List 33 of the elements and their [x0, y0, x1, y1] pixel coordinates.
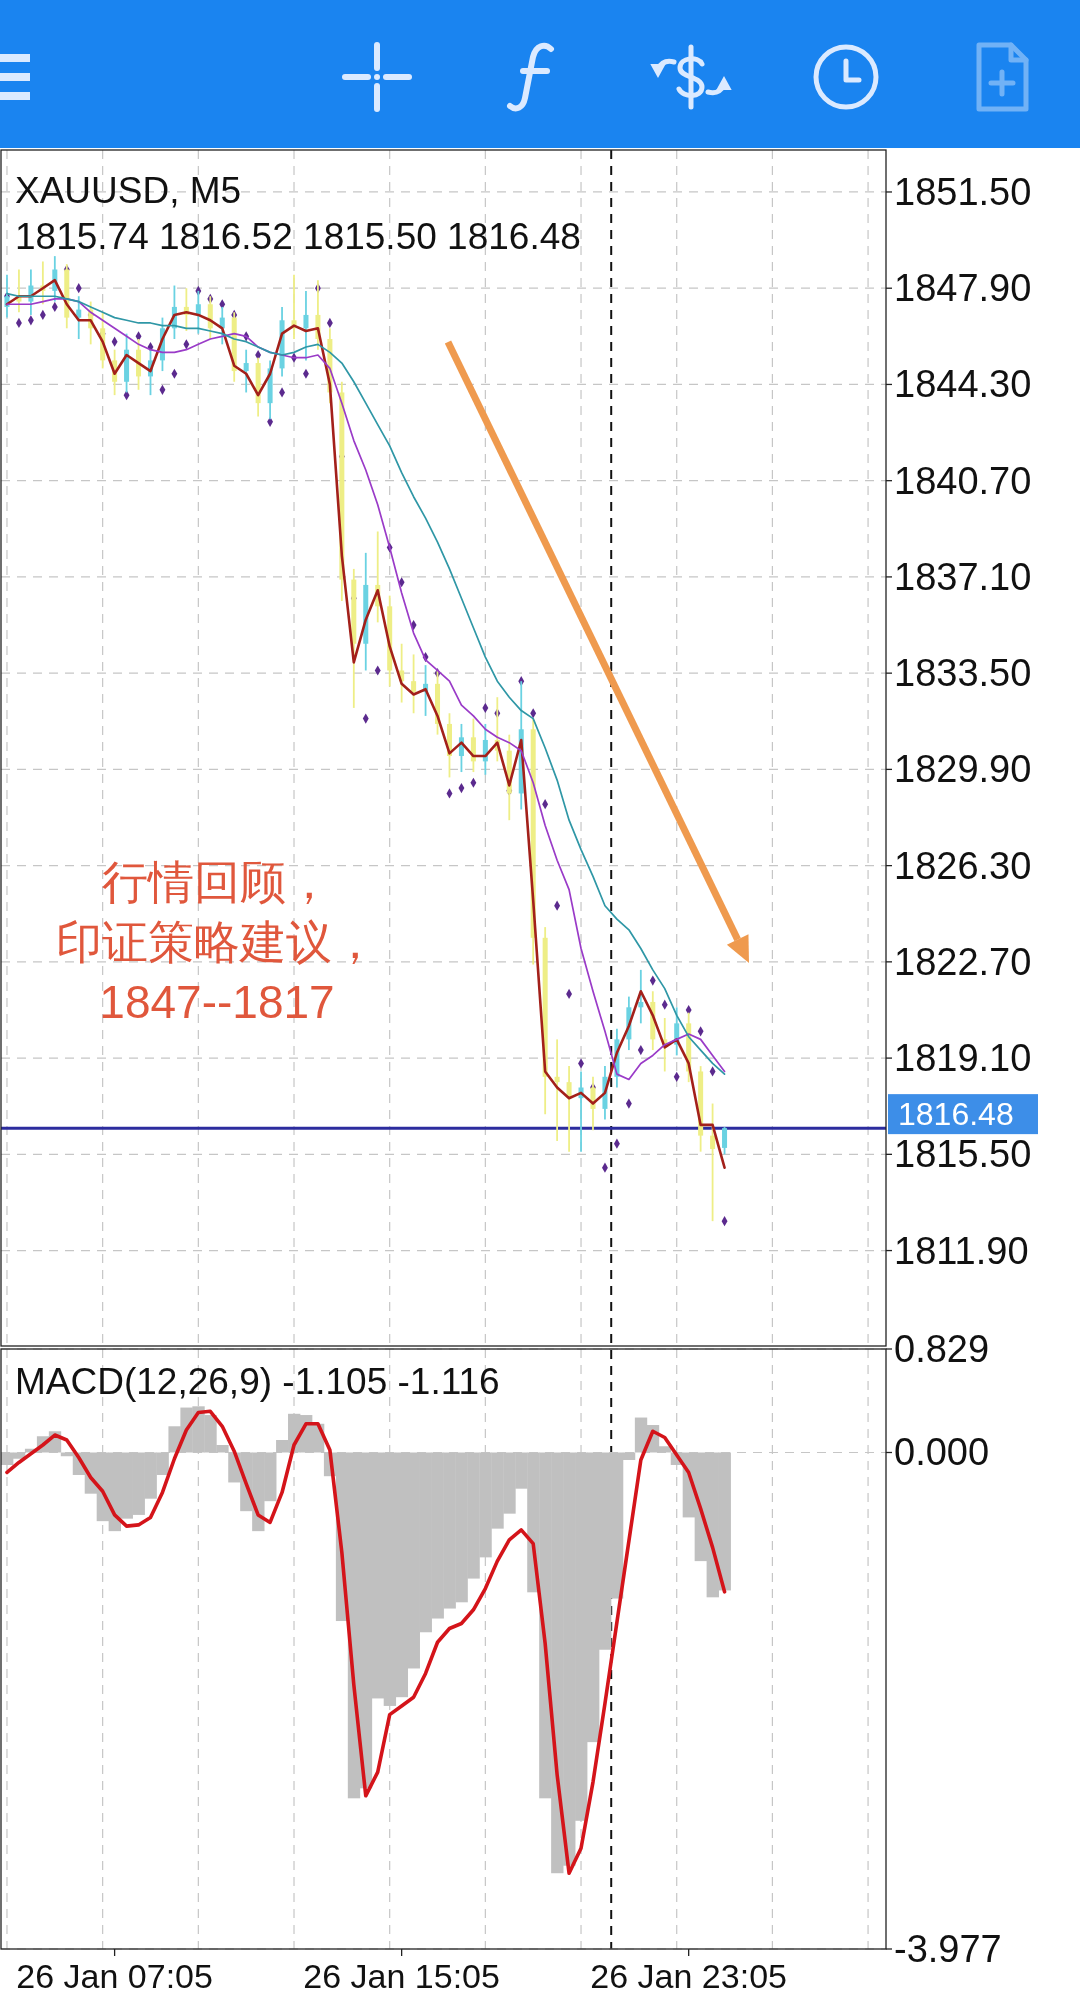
candlestick: [411, 653, 417, 715]
y-tick-label: 1837.10: [894, 555, 1032, 598]
candlestick: [722, 1126, 728, 1156]
y-tick-label: 1822.70: [894, 940, 1032, 983]
y-tick-label: 1844.30: [894, 363, 1032, 406]
line-series: [5, 1409, 727, 1876]
y-tick-label: 1811.90: [894, 1229, 1029, 1272]
y-tick-label: 1833.50: [894, 652, 1032, 695]
y-tick-label: 1840.70: [894, 459, 1032, 502]
annotation: 行情回顾，: [102, 856, 332, 908]
candlestick: [554, 1038, 560, 1142]
y-tick-label: 1815.50: [894, 1133, 1032, 1176]
annotation: 1847--1817: [99, 976, 335, 1028]
y-tick-label: -3.977: [894, 1928, 1002, 1970]
text: 1815.74 1816.52 1815.50 1816.48: [15, 216, 581, 257]
y-tick-label: 0.000: [894, 1431, 990, 1474]
candlestick: [243, 348, 249, 394]
y-tick-label: 1829.90: [894, 748, 1032, 791]
text: XAUUSD, M5: [15, 170, 242, 211]
annotation: 印证策略建议，: [56, 916, 378, 968]
x-tick-label: 26 Jan 07:05: [16, 1957, 213, 1995]
y-tick-label: 0.829: [894, 1328, 990, 1370]
y-tick-label: 1819.10: [894, 1037, 1032, 1080]
chart-title: MACD(12,26,9) -1.105 -1.116: [15, 1361, 500, 1402]
candlestick: [638, 968, 644, 1025]
candlestick: [710, 1102, 716, 1223]
x-tick-label: 26 Jan 23:05: [590, 1957, 787, 1995]
y-tick-label: 1826.30: [894, 844, 1032, 887]
y-tick-label: 1847.90: [894, 267, 1032, 310]
candlestick: [303, 289, 309, 362]
y-tick-label: 1851.50: [894, 170, 1032, 213]
x-tick-label: 26 Jan 15:05: [303, 1957, 500, 1995]
ref-line-label: 1816.48: [898, 1096, 1014, 1133]
